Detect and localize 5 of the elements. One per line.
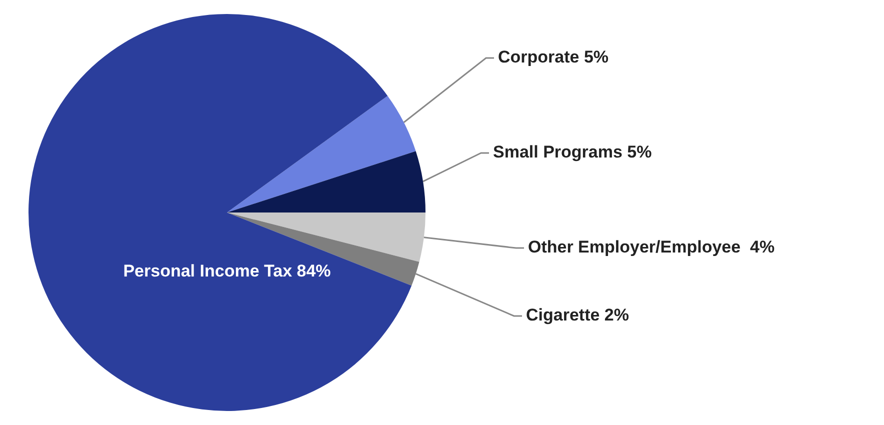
slice-label: Cigarette 2% [526,306,629,325]
slice-label: Other Employer/Employee 4% [528,238,775,257]
slice-label: Small Programs 5% [493,142,652,162]
slice-label: Corporate 5% [498,48,609,67]
slice-label: Personal Income Tax 84% [123,262,331,281]
